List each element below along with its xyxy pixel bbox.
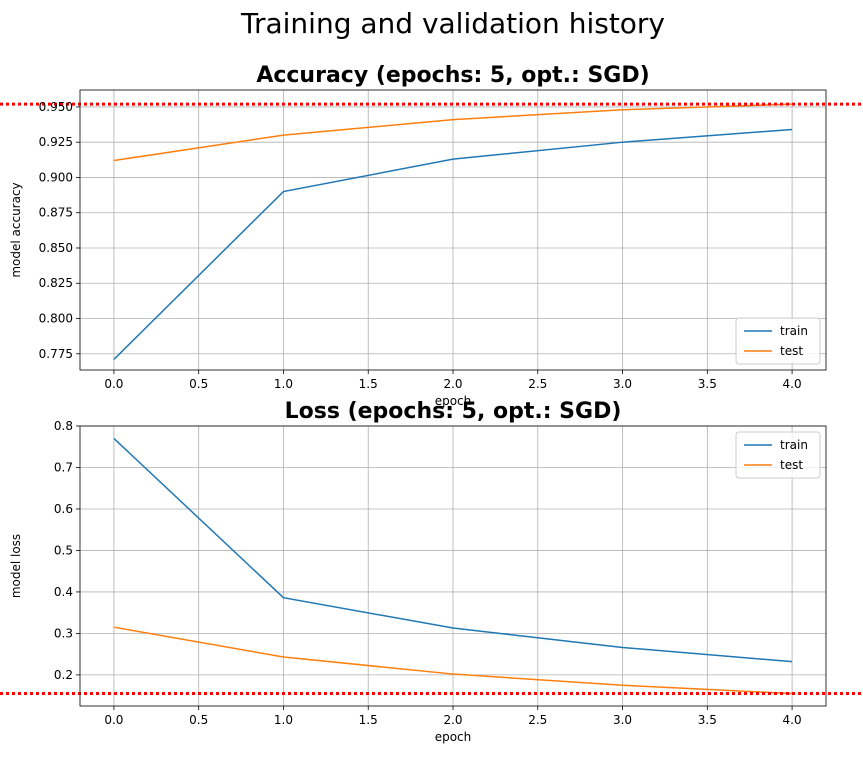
x-tick-label: 3.5	[698, 713, 717, 727]
legend-label-train: train	[780, 324, 808, 338]
figure-suptitle: Training and validation history	[240, 7, 665, 40]
x-tick-label: 1.0	[274, 377, 293, 391]
y-tick-label: 0.5	[54, 543, 73, 557]
y-tick-label: 0.900	[39, 170, 73, 184]
x-tick-label: 2.0	[443, 377, 462, 391]
legend: train test	[735, 317, 821, 365]
x-tick-label: 1.5	[359, 713, 378, 727]
x-tick-label: 2.5	[528, 377, 547, 391]
x-tick-label: 2.0	[443, 713, 462, 727]
x-tick-label: 1.5	[359, 377, 378, 391]
series-line-test	[113, 626, 793, 695]
x-tick-label: 0.5	[189, 377, 208, 391]
chart-title: Accuracy (epochs: 5, opt.: SGD)	[256, 63, 649, 88]
y-tick-label: 0.925	[39, 135, 73, 149]
loss-chart: 0.0 0.5 1.0 1.5 2.0 2.5 3.0 3.5 4.0 0.2 0.3 0.4 0.5 0…	[0, 399, 863, 744]
y-axis-label: model accuracy	[9, 182, 23, 277]
legend-box	[735, 317, 821, 365]
y-tick-label: 0.8	[54, 419, 73, 433]
series-line-train	[113, 128, 793, 360]
legend-label-test: test	[780, 344, 803, 358]
x-tick-label: 0.0	[104, 713, 123, 727]
y-tick-label: 0.825	[39, 276, 73, 290]
x-tick-label: 4.0	[783, 713, 802, 727]
x-tick-label: 3.0	[613, 713, 632, 727]
y-tick-label: 0.2	[54, 668, 73, 682]
x-tick-label: 0.5	[189, 713, 208, 727]
legend-box	[735, 431, 821, 479]
chart-title: Loss (epochs: 5, opt.: SGD)	[285, 399, 622, 424]
y-tick-label: 0.800	[39, 312, 73, 326]
x-axis-label: epoch	[435, 730, 472, 744]
y-tick-label: 0.850	[39, 241, 73, 255]
legend-label-train: train	[780, 438, 808, 452]
x-tick-label: 3.0	[613, 377, 632, 391]
x-tick-label: 3.5	[698, 377, 717, 391]
series-line-train	[113, 437, 793, 663]
accuracy-chart: 0.0 0.5 1.0 1.5 2.0 2.5 3.0 3.5 4.0 0.775 0.800 0.8…	[0, 63, 863, 408]
series-line-test	[113, 103, 793, 162]
legend-label-test: test	[780, 458, 803, 472]
x-tick-label: 2.5	[528, 713, 547, 727]
y-tick-label: 0.950	[39, 100, 73, 114]
legend: train test	[735, 431, 821, 479]
y-axis-label: model loss	[9, 534, 23, 598]
x-tick-label: 0.0	[104, 377, 123, 391]
x-axis-label: epoch	[435, 394, 472, 408]
y-tick-label: 0.775	[39, 347, 73, 361]
y-tick-label: 0.875	[39, 206, 73, 220]
x-tick-label: 4.0	[783, 377, 802, 391]
x-tick-label: 1.0	[274, 713, 293, 727]
y-tick-label: 0.4	[54, 585, 73, 599]
y-tick-label: 0.3	[54, 626, 73, 640]
y-tick-label: 0.7	[54, 460, 73, 474]
y-tick-label: 0.6	[54, 502, 73, 516]
